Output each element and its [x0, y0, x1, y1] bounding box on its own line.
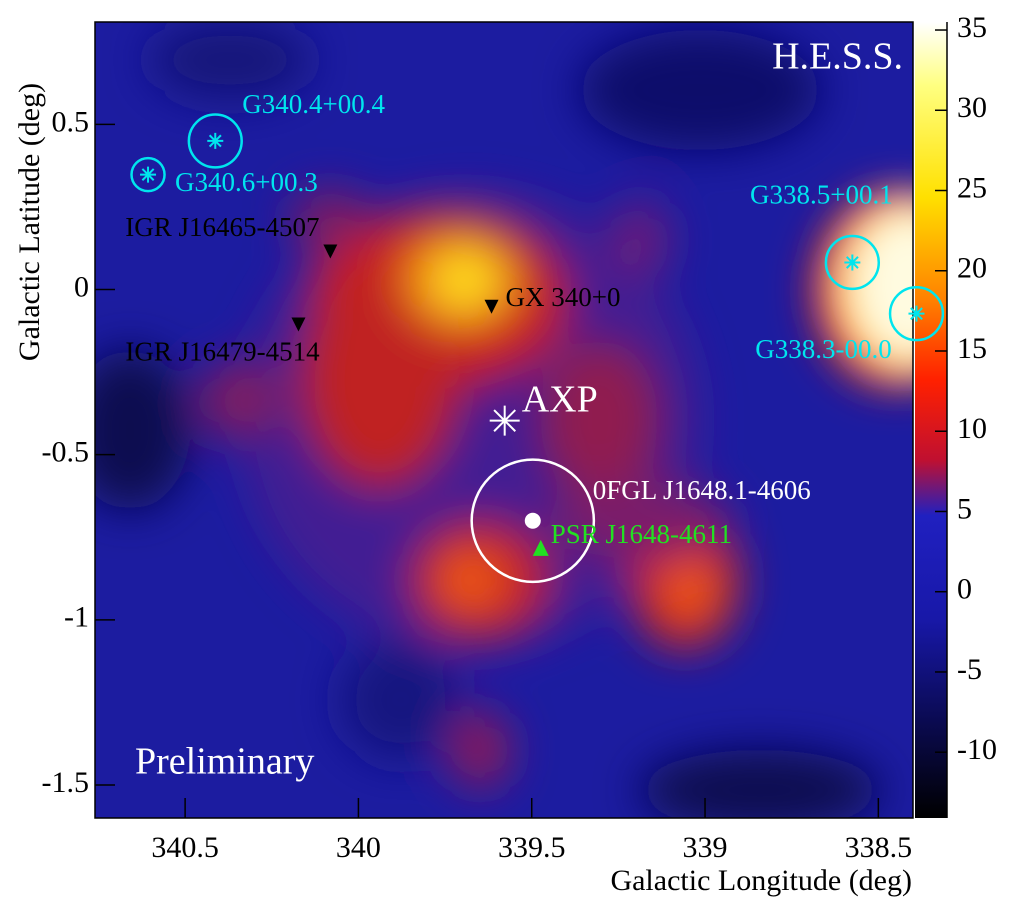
- colorbar-tick-label: 30: [957, 91, 987, 124]
- colorbar-tick-label: 10: [957, 412, 987, 445]
- x-axis-title: Galactic Longitude (deg): [610, 864, 912, 897]
- source-label: GX 340+0: [506, 282, 621, 312]
- x-tick-label: 340: [336, 831, 381, 864]
- source-label: PSR J1648-4611: [551, 519, 732, 549]
- source-marker: [140, 167, 156, 183]
- source-label: G340.6+00.3: [175, 167, 318, 197]
- x-tick-label: 338.5: [845, 831, 913, 864]
- x-tick-label: 339: [683, 831, 728, 864]
- source-marker: [490, 406, 520, 436]
- annotation: Preliminary: [135, 741, 314, 783]
- source-label: IGR J16479-4514: [125, 337, 320, 367]
- y-axis-title: Galactic Latitude (deg): [13, 83, 46, 361]
- annotation: H.E.S.S.: [772, 36, 903, 78]
- colorbar: [915, 22, 947, 818]
- significance-map: [70, 20, 980, 830]
- x-tick-label: 340.5: [151, 831, 219, 864]
- source-marker: [525, 513, 541, 529]
- colorbar-tick-label: 20: [957, 252, 987, 285]
- source-marker: [844, 254, 860, 270]
- colorbar-tick-label: 25: [957, 171, 987, 204]
- chart: H.E.S.S. Preliminary Galactic Longitude …: [0, 0, 1021, 901]
- colorbar-tick-label: -10: [957, 733, 997, 766]
- source-label: G338.3-00.0: [755, 334, 892, 364]
- y-tick-label: -1: [64, 601, 89, 634]
- colorbar-tick-label: 5: [957, 492, 972, 525]
- colorbar-tick-label: 0: [957, 573, 972, 606]
- source-label: G338.5+00.1: [750, 180, 893, 210]
- source-label: AXP: [522, 378, 598, 420]
- source-marker: [908, 306, 924, 322]
- source-marker: [207, 133, 223, 149]
- y-tick-label: -0.5: [42, 436, 90, 469]
- source-label: G340.4+00.4: [242, 89, 385, 119]
- source-label: 0FGL J1648.1-4606: [593, 475, 811, 505]
- y-tick-label: 0: [74, 270, 89, 303]
- colorbar-tick-label: 15: [957, 332, 987, 365]
- colorbar-tick-label: 35: [957, 11, 987, 44]
- y-tick-label: 0.5: [52, 105, 90, 138]
- colorbar-tick-label: -5: [957, 653, 982, 686]
- source-label: IGR J16465-4507: [125, 212, 319, 242]
- x-tick-label: 339.5: [498, 831, 566, 864]
- y-tick-label: -1.5: [42, 766, 90, 799]
